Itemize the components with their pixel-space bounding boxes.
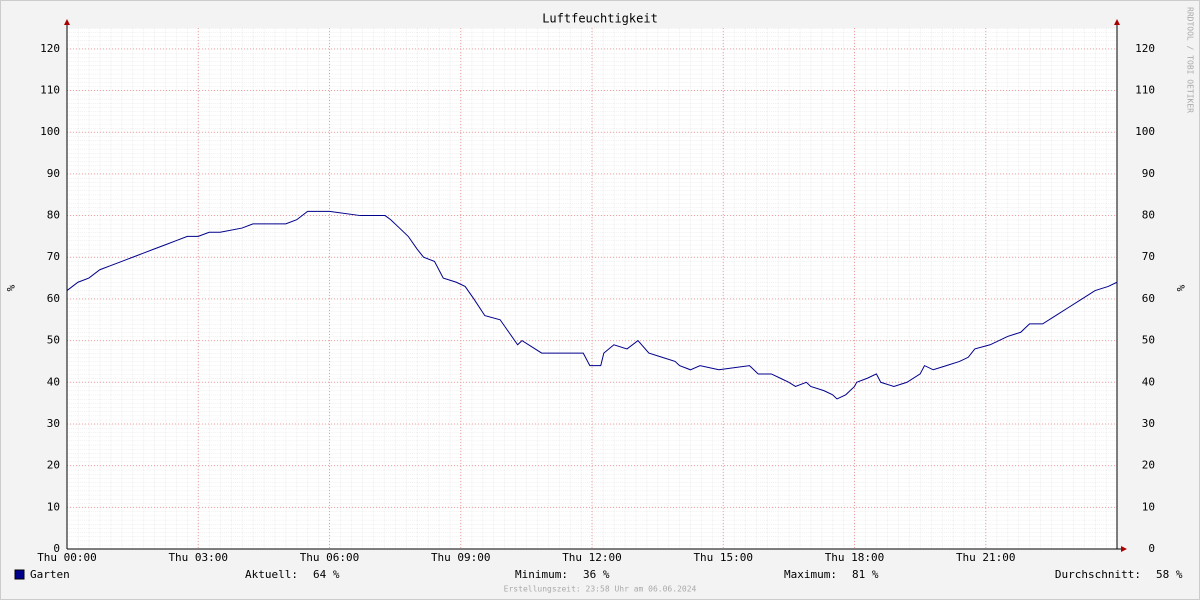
y-tick-label: 0 <box>53 542 60 555</box>
watermark: RRDTOOL / TOBI OETIKER <box>1186 7 1195 113</box>
footer: Erstellungszeit: 23:58 Uhr am 06.06.2024 <box>504 585 697 594</box>
y-tick-label-right: 110 <box>1135 84 1155 97</box>
y-tick-label-right: 10 <box>1142 500 1155 513</box>
legend-label: Garten <box>30 568 70 581</box>
axis-arrow <box>64 19 70 25</box>
y-tick-label-right: 70 <box>1142 250 1155 263</box>
y-tick-label: 110 <box>40 84 60 97</box>
x-tick-label: Thu 21:00 <box>956 551 1016 564</box>
x-tick-label: Thu 18:00 <box>825 551 885 564</box>
x-tick-label: Thu 06:00 <box>300 551 360 564</box>
x-tick-label: Thu 09:00 <box>431 551 491 564</box>
y-axis-label-right: % <box>1174 285 1187 292</box>
stat-label: Aktuell: <box>245 568 298 581</box>
y-axis-label: % <box>4 285 17 292</box>
x-tick-label: Thu 15:00 <box>693 551 753 564</box>
y-tick-label: 30 <box>47 417 60 430</box>
y-tick-label: 80 <box>47 209 60 222</box>
stat-label: Durchschnitt: <box>1055 568 1141 581</box>
stat-label: Minimum: <box>515 568 568 581</box>
y-tick-label: 40 <box>47 375 60 388</box>
y-tick-label-right: 80 <box>1142 209 1155 222</box>
data-line <box>66 210 1118 400</box>
stat-label: Maximum: <box>784 568 837 581</box>
y-tick-label-right: 0 <box>1148 542 1155 555</box>
y-tick-label: 100 <box>40 125 60 138</box>
chart-title: Luftfeuchtigkeit <box>542 12 658 26</box>
x-tick-label: Thu 12:00 <box>562 551 622 564</box>
minor-grid <box>67 28 1117 549</box>
y-tick-label: 10 <box>47 500 60 513</box>
stat-value: 36 % <box>583 568 610 581</box>
stat-value: 81 % <box>852 568 879 581</box>
x-tick-label: Thu 03:00 <box>168 551 228 564</box>
axis-arrow <box>1114 19 1120 25</box>
legend-swatch <box>14 569 25 580</box>
y-tick-label-right: 60 <box>1142 292 1155 305</box>
stat-value: 64 % <box>313 568 340 581</box>
y-tick-label: 20 <box>47 459 60 472</box>
y-tick-label-right: 40 <box>1142 375 1155 388</box>
y-tick-label-right: 20 <box>1142 459 1155 472</box>
y-tick-label: 90 <box>47 167 60 180</box>
stat-value: 58 % <box>1156 568 1183 581</box>
y-tick-label-right: 50 <box>1142 334 1155 347</box>
x-tick-label: Thu 00:00 <box>37 551 97 564</box>
y-tick-label: 50 <box>47 334 60 347</box>
y-tick-label-right: 30 <box>1142 417 1155 430</box>
y-tick-label-right: 100 <box>1135 125 1155 138</box>
y-tick-label-right: 120 <box>1135 42 1155 55</box>
y-tick-label: 120 <box>40 42 60 55</box>
axis-arrow <box>1121 546 1127 552</box>
y-tick-label-right: 90 <box>1142 167 1155 180</box>
y-tick-label: 70 <box>47 250 60 263</box>
y-tick-label: 60 <box>47 292 60 305</box>
